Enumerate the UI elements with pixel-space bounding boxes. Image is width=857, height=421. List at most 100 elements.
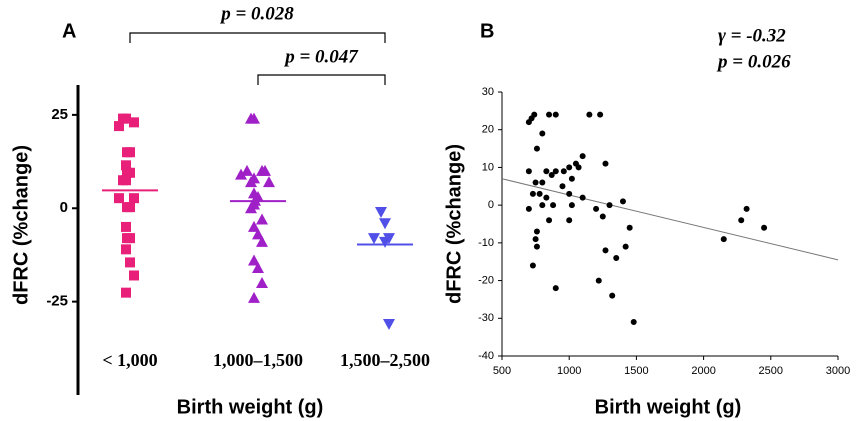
data-point <box>248 220 260 232</box>
trend-line <box>501 178 839 261</box>
data-point <box>595 277 602 284</box>
y-tick-label: -30 <box>478 312 494 324</box>
data-point <box>114 121 124 132</box>
x-tick-label: 500 <box>493 365 511 377</box>
data-point <box>248 291 260 303</box>
x-tick-label: 2000 <box>691 365 715 377</box>
data-point <box>532 179 539 186</box>
data-point <box>552 111 559 118</box>
data-point <box>743 205 750 212</box>
data-point <box>245 112 257 124</box>
data-point <box>533 228 540 235</box>
data-point <box>383 319 395 331</box>
y-tick-label: 0 <box>60 199 68 216</box>
y-tick-label: -25 <box>46 293 68 310</box>
y-tick-label: 0 <box>488 199 494 211</box>
data-point <box>597 111 604 118</box>
y-tick-label: 30 <box>482 86 494 98</box>
data-point <box>761 224 768 231</box>
data-point <box>118 175 128 186</box>
data-point <box>609 292 616 299</box>
data-point <box>552 285 559 292</box>
data-point <box>560 168 567 175</box>
data-point <box>552 168 559 175</box>
x-tick-label: 1500 <box>624 365 648 377</box>
x-tick-label: 1,500–2,500 <box>340 350 430 370</box>
data-point <box>256 276 268 288</box>
data-point <box>619 198 626 205</box>
data-point <box>593 205 600 212</box>
data-point <box>626 224 633 231</box>
data-point <box>586 111 593 118</box>
bracket <box>257 74 386 85</box>
data-point <box>550 202 557 209</box>
bracket <box>129 32 386 43</box>
data-point <box>122 167 132 178</box>
data-point <box>256 213 268 225</box>
data-point <box>606 202 613 209</box>
data-point <box>539 202 546 209</box>
data-point <box>129 193 139 204</box>
annotation: p = 0.026 <box>716 51 791 72</box>
data-point <box>539 130 546 137</box>
data-point <box>566 217 573 224</box>
data-point <box>525 205 532 212</box>
data-point <box>122 147 132 158</box>
x-axis-label: Birth weight (g) <box>177 396 324 418</box>
data-point <box>235 168 247 180</box>
data-point <box>118 113 128 124</box>
data-point <box>248 254 260 266</box>
data-point <box>613 254 620 261</box>
x-tick-label: 2500 <box>759 365 783 377</box>
annotation: p = 0.028 <box>219 3 294 24</box>
data-point <box>241 164 253 176</box>
data-point <box>259 164 271 176</box>
y-axis-label: dFRC (%change) <box>443 144 465 304</box>
data-point <box>121 244 131 255</box>
data-point <box>602 160 609 167</box>
data-point <box>738 217 745 224</box>
data-point <box>599 213 606 220</box>
data-point <box>121 221 131 232</box>
y-tick-label: 10 <box>482 161 494 173</box>
data-point <box>125 257 135 268</box>
panel-label: A <box>62 20 76 42</box>
data-point <box>245 176 257 188</box>
data-point <box>548 171 555 178</box>
data-point <box>566 190 573 197</box>
data-point <box>539 179 546 186</box>
data-point <box>559 183 566 190</box>
x-tick-label: < 1,000 <box>102 350 157 370</box>
y-tick-label: -20 <box>478 274 494 286</box>
data-point <box>568 202 575 209</box>
data-point <box>602 247 609 254</box>
data-point <box>379 218 391 230</box>
annotation: p = 0.047 <box>283 46 359 67</box>
data-point <box>579 153 586 160</box>
data-point <box>379 236 391 248</box>
y-tick-label: 20 <box>482 124 494 136</box>
data-point <box>252 262 264 274</box>
data-point <box>630 319 637 326</box>
y-tick-label: 25 <box>51 106 68 123</box>
data-point <box>252 228 264 240</box>
data-point <box>720 236 727 243</box>
data-point <box>536 190 543 197</box>
data-point <box>256 235 268 247</box>
data-point <box>129 270 139 281</box>
data-point <box>121 287 131 298</box>
data-point <box>114 193 124 204</box>
data-point <box>263 176 275 188</box>
x-tick-label: 1000 <box>557 365 581 377</box>
x-tick-label: 3000 <box>826 365 850 377</box>
y-tick-label: -40 <box>478 350 494 362</box>
data-point <box>368 233 380 245</box>
x-tick-label: 1,000–1,500 <box>213 350 303 370</box>
data-point <box>579 194 586 201</box>
data-point <box>622 243 629 250</box>
panel-label: B <box>480 20 494 42</box>
annotation: γ = -0.32 <box>718 25 786 46</box>
x-axis-label: Birth weight (g) <box>595 396 742 418</box>
data-point <box>129 117 139 128</box>
